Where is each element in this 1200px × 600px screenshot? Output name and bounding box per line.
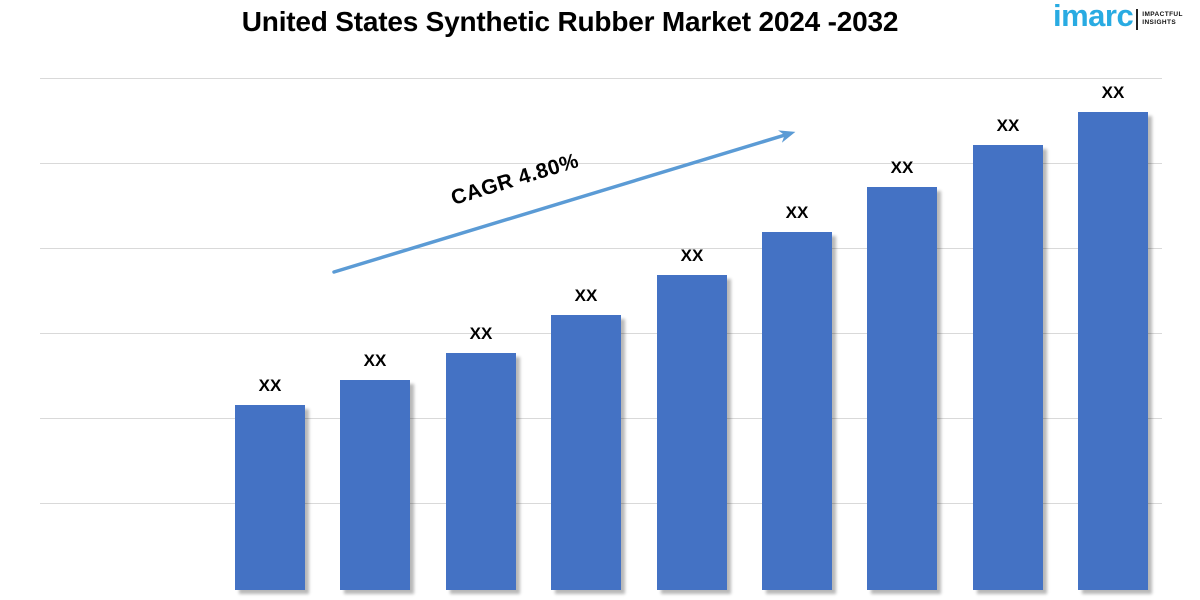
logo-separator [1136,8,1139,30]
bar-2025 [340,380,410,590]
plot-area: XX XX XX XX XX XX XX XX XX [40,78,1162,590]
imarc-logo-text: imarc [1053,0,1134,33]
bar-value-label-2030: XX [890,158,914,177]
bar-value-label-2031: XX [996,116,1020,135]
bars-layer: XX XX XX XX XX XX XX XX XX [40,78,1162,590]
bar-2026 [446,353,516,590]
bar-value-label-2024: XX [258,376,282,395]
bar-2027 [551,315,621,590]
bar-value-label-2025: XX [363,351,387,370]
logo-tagline: IMPACTFUL INSIGHTS [1142,11,1183,27]
bar-value-label-2028: XX [680,246,704,265]
bar-value-label-2029: XX [785,203,809,222]
bar-2030 [867,187,937,590]
logo-tagline-line1: IMPACTFUL [1142,11,1183,18]
imarc-logo: imarc IMPACTFUL INSIGHTS [1053,0,1183,36]
bar-2032 [1078,112,1148,590]
bar-2024 [235,405,305,590]
bar-value-label-2027: XX [574,286,598,305]
bar-value-label-2032: XX [1101,83,1125,102]
logo-tagline-line2: INSIGHTS [1142,19,1177,26]
bar-2031 [973,145,1043,590]
bar-2029 [762,232,832,590]
bar-value-label-2026: XX [469,324,493,343]
bar-2028 [657,275,727,590]
chart-title: United States Synthetic Rubber Market 20… [241,6,899,37]
